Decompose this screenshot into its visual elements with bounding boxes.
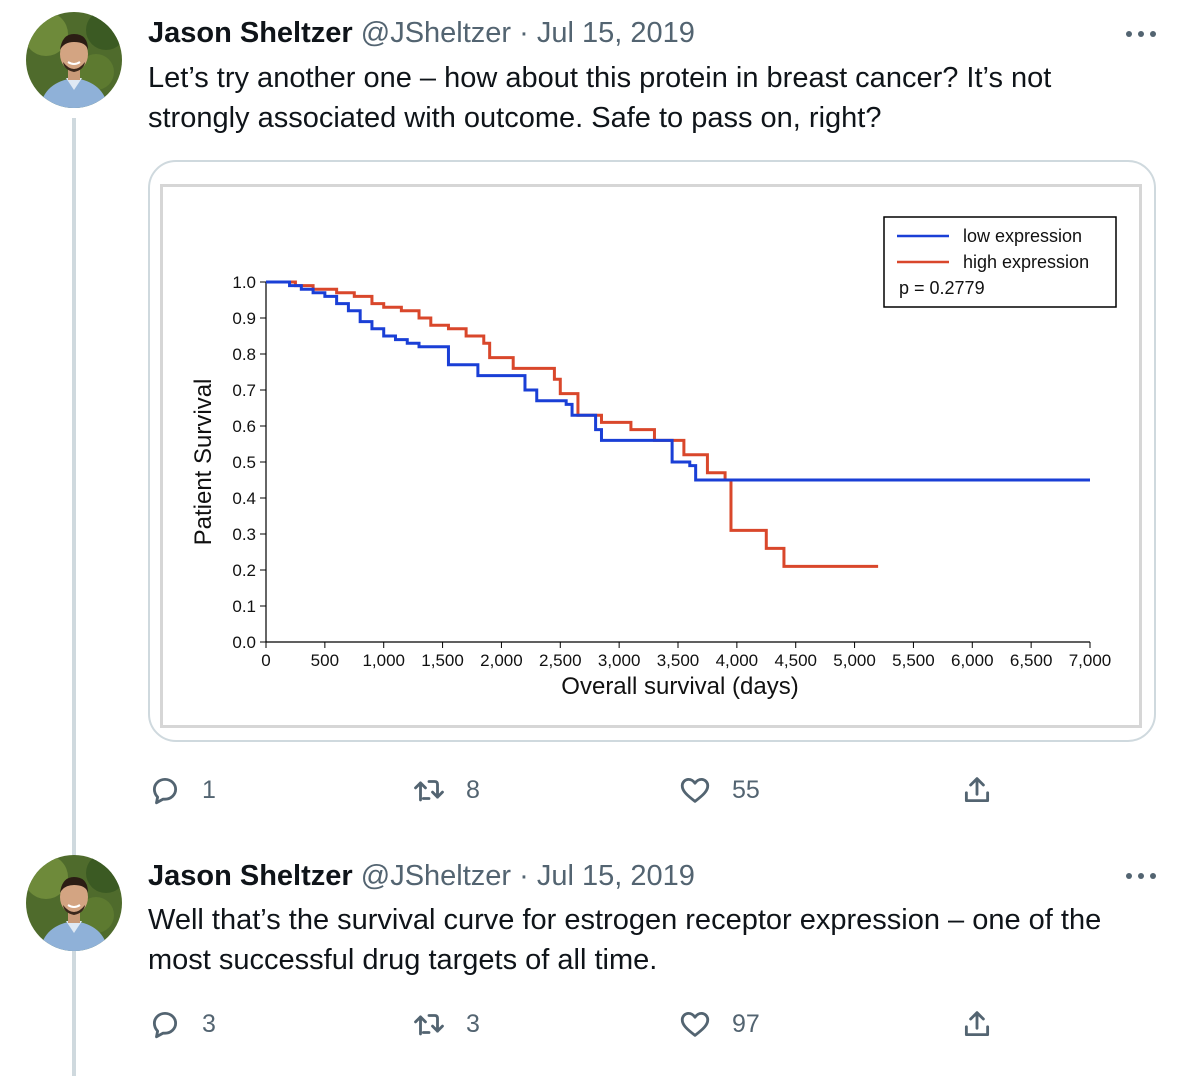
survival-curve-low-expression (266, 280, 1090, 482)
more-icon-dot (1150, 873, 1156, 879)
share-button[interactable] (960, 770, 994, 810)
reply-count: 3 (202, 1009, 216, 1038)
more-icon-dot (1150, 31, 1156, 37)
more-icon-dot (1138, 31, 1144, 37)
x-tick-label: 2,000 (480, 651, 523, 670)
retweet-icon (414, 780, 444, 802)
x-tick-label: 1,000 (362, 651, 405, 670)
author-name[interactable]: Jason Sheltzer (148, 17, 353, 49)
chart-image: 0 500 1,000 1,500 2,000 2,500 3,000 3,500 4,000 4… (160, 184, 1142, 728)
y-tick-label: 0.7 (232, 381, 256, 400)
y-tick-label: 0.0 (232, 633, 256, 652)
share-button[interactable] (960, 1004, 994, 1044)
x-tick-label: 6,500 (1010, 651, 1053, 670)
tweet-actions: 3 3 97 (148, 1004, 1158, 1044)
like-button[interactable]: 55 (678, 770, 760, 810)
tweet-text: Well that’s the survival curve for estro… (148, 904, 1102, 976)
like-icon (680, 1011, 710, 1037)
share-icon (964, 777, 990, 803)
like-icon (680, 777, 710, 803)
x-tick-label: 500 (311, 651, 339, 670)
header-separator: · (519, 17, 529, 49)
author-handle[interactable]: @JSheltzer (360, 17, 512, 49)
x-tick-label: 6,000 (951, 651, 994, 670)
tweet-date[interactable]: Jul 15, 2019 (536, 860, 695, 892)
legend-label: high expression (963, 252, 1089, 272)
y-tick-label: 0.2 (232, 561, 256, 580)
tweet-text: Let’s try another one – how about this p… (148, 62, 1052, 134)
survival-curve-high-expression (266, 280, 879, 568)
tweet-header: Jason Sheltzer @JSheltzer · Jul 15, 2019 (148, 859, 695, 893)
more-options-button[interactable] (1124, 24, 1158, 44)
like-button[interactable]: 97 (678, 1004, 760, 1044)
x-axis-label: Overall survival (days) (561, 673, 798, 700)
x-tick-label: 4,500 (774, 651, 817, 670)
tweet-media[interactable]: 0 500 1,000 1,500 2,000 2,500 3,000 3,500 4,000 4… (148, 160, 1156, 742)
reply-count: 1 (202, 775, 216, 804)
x-tick-label: 3,500 (657, 651, 700, 670)
author-name[interactable]: Jason Sheltzer (148, 860, 353, 892)
y-tick-label: 0.9 (232, 309, 256, 328)
more-icon-dot (1138, 873, 1144, 879)
header-separator: · (519, 860, 529, 892)
avatar-image (26, 12, 122, 108)
like-count: 97 (732, 1009, 760, 1038)
more-icon (1126, 31, 1132, 37)
reply-button[interactable]: 3 (148, 1004, 216, 1044)
avatar[interactable] (26, 855, 122, 951)
thread-line (72, 118, 76, 1076)
y-tick-label: 0.4 (232, 489, 256, 508)
retweet-count: 3 (466, 1009, 480, 1038)
y-tick-label: 0.8 (232, 345, 256, 364)
x-tick-label: 7,000 (1069, 651, 1112, 670)
avatar[interactable] (26, 12, 122, 108)
reply-icon (152, 1011, 178, 1039)
reply-button[interactable]: 1 (148, 770, 216, 810)
retweet-count: 8 (466, 775, 480, 804)
reply-icon (152, 777, 178, 805)
x-tick-label: 1,500 (421, 651, 464, 670)
y-tick-label: 1.0 (232, 273, 256, 292)
y-tick-label: 0.6 (232, 417, 256, 436)
more-icon (1126, 873, 1132, 879)
tweet-actions: 1 8 55 (148, 770, 1158, 810)
survival-chart: 0 500 1,000 1,500 2,000 2,500 3,000 3,500 4,000 4… (190, 216, 1117, 700)
x-tick-label: 4,000 (716, 651, 759, 670)
retweet-button[interactable]: 3 (412, 1004, 480, 1044)
y-tick-label: 0.1 (232, 597, 256, 616)
p-value-annotation: p = 0.2779 (899, 278, 985, 298)
tweet-date[interactable]: Jul 15, 2019 (536, 17, 695, 49)
avatar-image (26, 855, 122, 951)
author-handle[interactable]: @JSheltzer (360, 860, 512, 892)
retweet-icon (414, 1014, 444, 1036)
tweet-header: Jason Sheltzer @JSheltzer · Jul 15, 2019 (148, 16, 695, 50)
x-tick-label: 0 (261, 651, 270, 670)
share-icon (964, 1011, 990, 1037)
legend-label: low expression (963, 226, 1082, 246)
retweet-button[interactable]: 8 (412, 770, 480, 810)
y-tick-label: 0.5 (232, 453, 256, 472)
y-tick-label: 0.3 (232, 525, 256, 544)
x-tick-label: 3,000 (598, 651, 641, 670)
x-tick-label: 2,500 (539, 651, 582, 670)
y-axis-label: Patient Survival (190, 379, 217, 546)
like-count: 55 (732, 775, 760, 804)
x-tick-label: 5,500 (892, 651, 935, 670)
x-tick-label: 5,000 (833, 651, 876, 670)
more-options-button[interactable] (1124, 866, 1158, 886)
